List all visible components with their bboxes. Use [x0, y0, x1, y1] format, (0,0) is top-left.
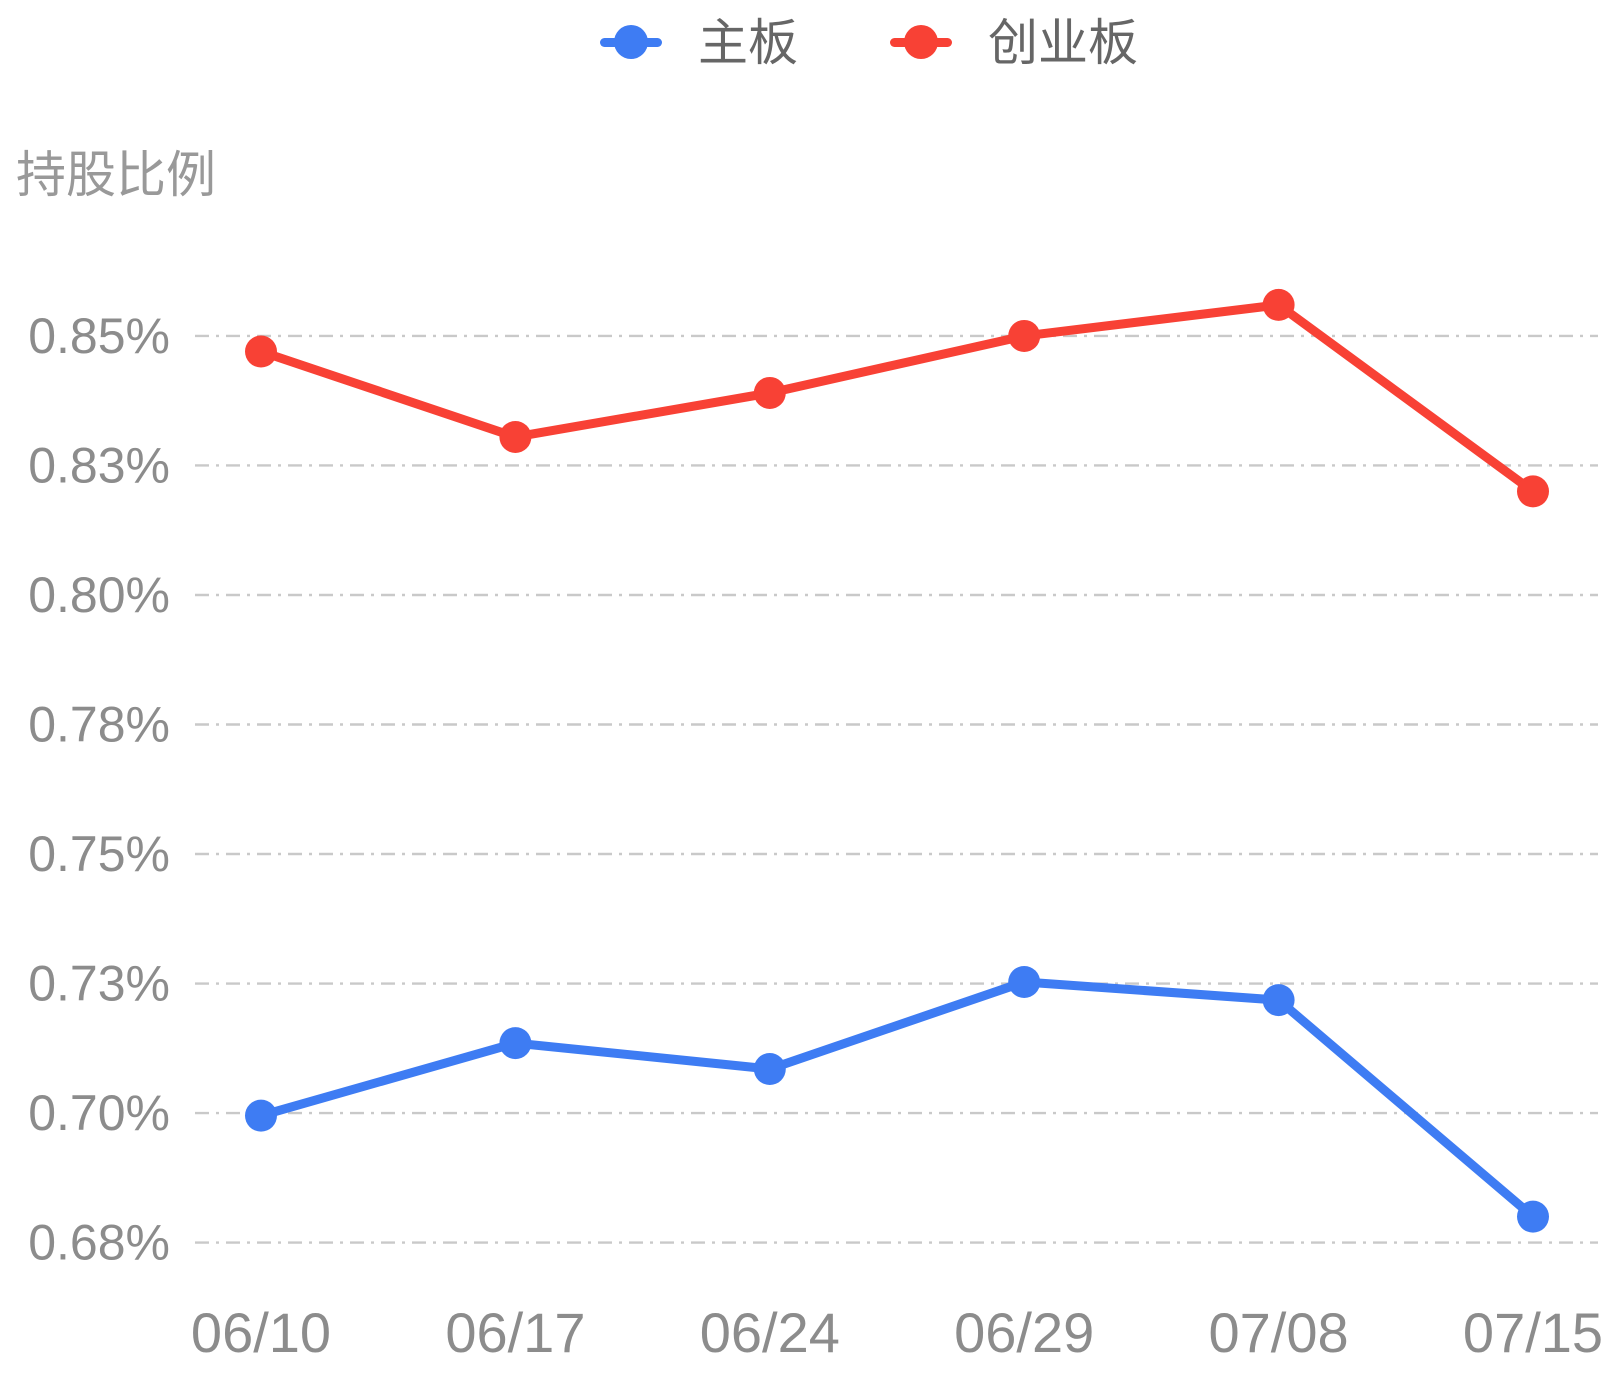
legend-dot-icon — [904, 25, 938, 59]
series-line-main-board — [256, 977, 1538, 1222]
data-point-main-board-07-08[interactable] — [1262, 984, 1295, 1017]
y-tick-label-0.85%: 0.85% — [28, 308, 170, 364]
data-point-chinext-06-29[interactable] — [1008, 319, 1041, 352]
x-tick-label-06-10: 06/10 — [191, 1301, 331, 1364]
series-line-chinext — [256, 300, 1538, 496]
y-tick-label-0.83%: 0.83% — [28, 437, 170, 493]
y-tick-label-0.73%: 0.73% — [28, 956, 170, 1012]
y-tick-label-0.68%: 0.68% — [28, 1215, 170, 1271]
data-point-main-board-06-10[interactable] — [245, 1099, 277, 1132]
x-tick-label-07-15: 07/15 — [1463, 1301, 1603, 1364]
y-tick-label-0.70%: 0.70% — [28, 1085, 170, 1141]
data-point-chinext-07-08[interactable] — [1262, 288, 1295, 321]
data-point-chinext-06-17[interactable] — [499, 420, 532, 453]
legend-line-dot-icon — [600, 25, 662, 59]
data-point-chinext-07-15[interactable] — [1517, 475, 1549, 508]
chart-legend: 主板 创业板 — [0, 16, 1618, 68]
legend-label-chinext: 创业板 — [988, 15, 1138, 71]
legend-label-main-board: 主板 — [698, 15, 798, 71]
y-tick-label-0.75%: 0.75% — [28, 826, 170, 882]
y-tick-label-0.78%: 0.78% — [28, 697, 170, 753]
y-tick-label-0.80%: 0.80% — [28, 567, 170, 623]
x-tick-label-06-29: 06/29 — [954, 1301, 1094, 1364]
data-point-main-board-06-17[interactable] — [499, 1027, 532, 1060]
data-point-main-board-06-24[interactable] — [753, 1053, 786, 1086]
legend-line-dot-icon — [890, 25, 952, 59]
legend-dot-icon — [614, 25, 648, 59]
x-tick-label-07-08: 07/08 — [1209, 1301, 1349, 1364]
x-tick-label-06-17: 06/17 — [445, 1301, 585, 1364]
data-point-chinext-06-24[interactable] — [753, 376, 786, 409]
legend-item-chinext[interactable]: 创业板 — [890, 16, 1138, 68]
data-point-main-board-06-29[interactable] — [1008, 965, 1041, 998]
data-point-chinext-06-10[interactable] — [245, 335, 277, 368]
data-point-main-board-07-15[interactable] — [1517, 1200, 1549, 1233]
y-axis-title: 持股比例 — [16, 147, 216, 203]
x-tick-label-06-24: 06/24 — [700, 1301, 840, 1364]
legend-item-main-board[interactable]: 主板 — [600, 16, 798, 68]
